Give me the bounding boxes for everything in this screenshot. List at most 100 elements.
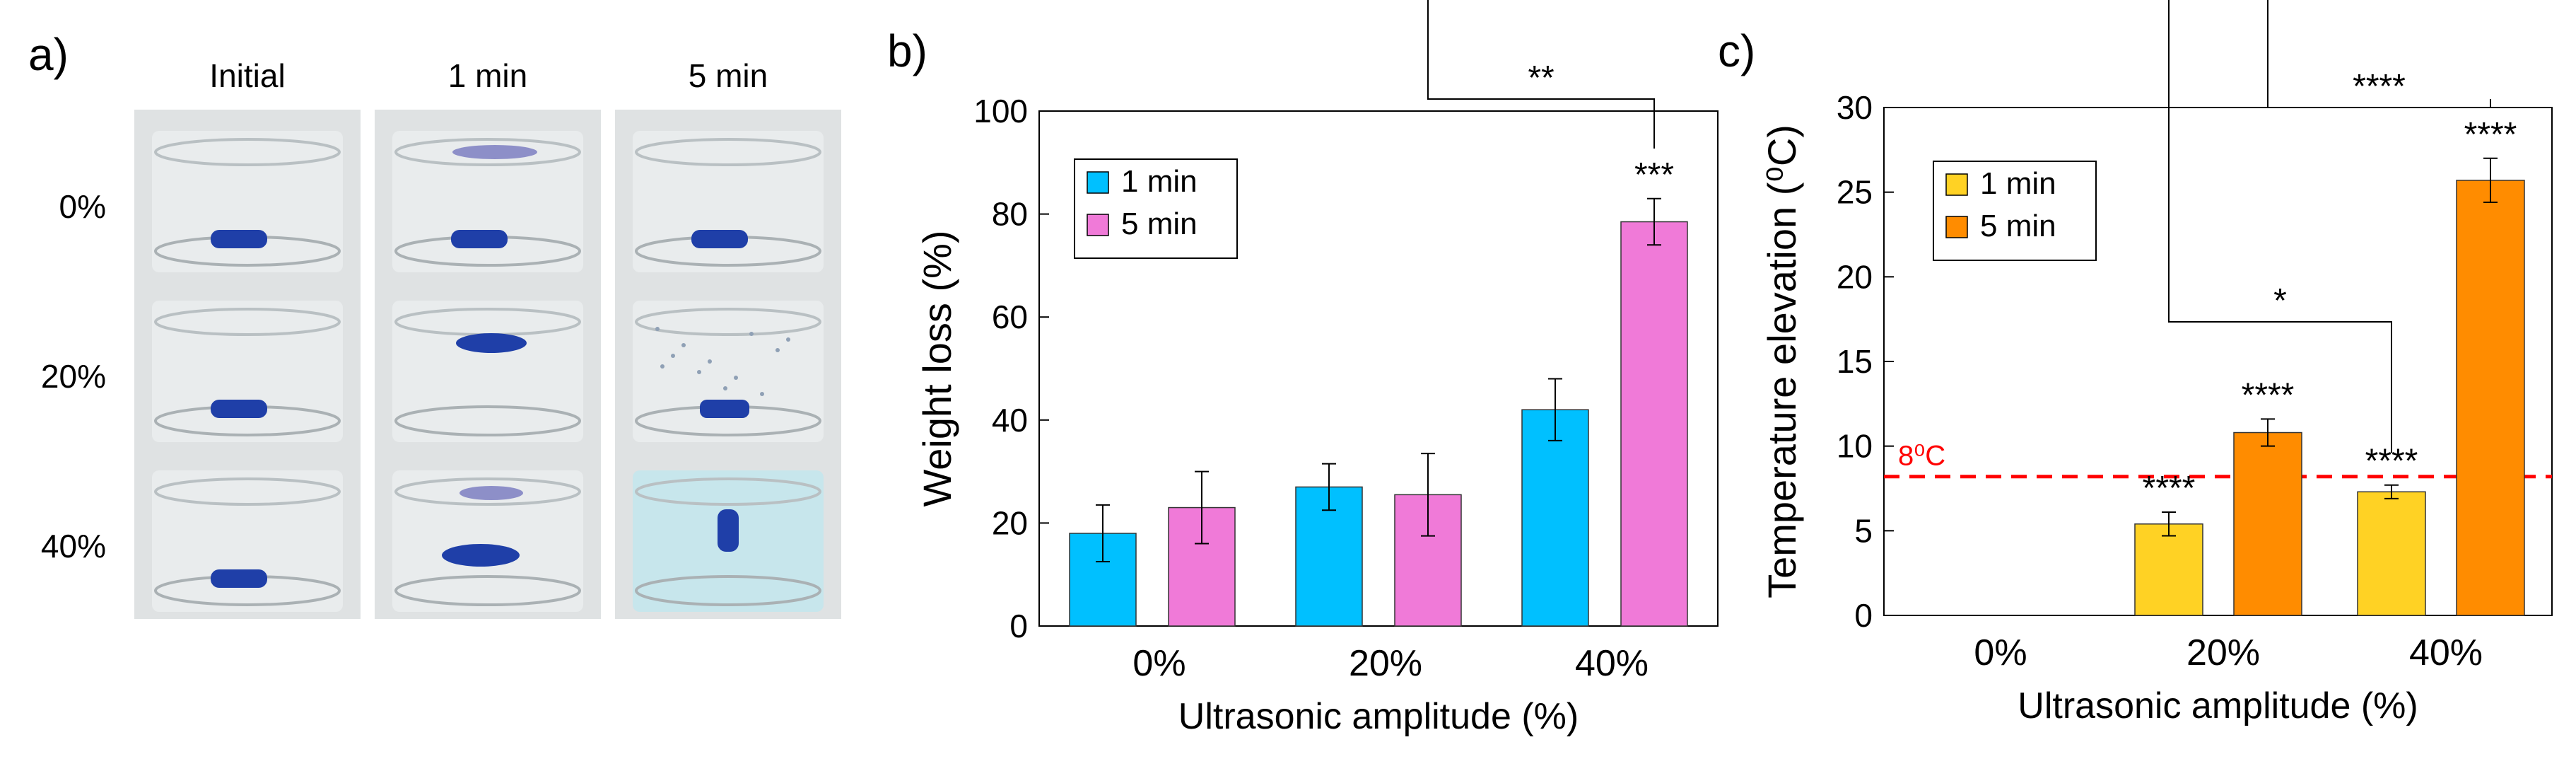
panel-b-letter: b) — [887, 25, 927, 76]
beaker-glass — [633, 301, 824, 442]
y-tick-label: 15 — [1837, 343, 1873, 380]
bubble — [775, 348, 780, 352]
photo-tile — [375, 449, 601, 619]
specimen-reflection — [452, 145, 537, 159]
bar — [1521, 409, 1589, 627]
x-category-label: 20% — [2186, 632, 2260, 673]
y-tick-label: 0 — [1854, 597, 1873, 634]
y-tick-label: 20 — [992, 504, 1028, 541]
specimen-disc — [700, 400, 749, 418]
significance-label: **** — [2464, 116, 2517, 153]
x-axis-title: Ultrasonic amplitude (%) — [1178, 696, 1579, 737]
photo-col-1min: 1 min — [447, 57, 528, 94]
water-surface — [635, 308, 821, 336]
water-surface — [154, 477, 341, 506]
specimen-disc — [718, 509, 739, 552]
beaker-base — [635, 575, 821, 606]
water-surface — [394, 477, 581, 506]
legend-swatch — [1087, 214, 1109, 236]
significance-label: **** — [2242, 376, 2295, 414]
y-tick-label: 20 — [1837, 258, 1873, 295]
bubble — [749, 332, 754, 336]
photo-col-initial: Initial — [209, 57, 286, 94]
bubble — [723, 386, 727, 390]
bubble — [786, 337, 790, 342]
x-axis-title: Ultrasonic amplitude (%) — [2018, 685, 2418, 726]
photo-tile — [375, 110, 601, 279]
specimen-disc — [211, 230, 267, 248]
water-surface — [394, 138, 581, 166]
photo-tile — [375, 279, 601, 449]
specimen-disc — [691, 230, 748, 248]
photo-tile — [134, 110, 361, 279]
y-axis-title: Weight loss (%) — [915, 230, 959, 506]
significance-label: *** — [1634, 156, 1674, 194]
beaker-glass — [152, 470, 343, 612]
x-category-label: 20% — [1349, 643, 1422, 684]
panel-a-letter: a) — [28, 29, 69, 80]
x-category-label: 0% — [1974, 632, 2027, 673]
x-category-label: 0% — [1132, 643, 1185, 684]
beaker-glass — [152, 301, 343, 442]
y-tick-label: 5 — [1854, 512, 1873, 549]
bar — [2134, 523, 2203, 616]
specimen-disc — [451, 230, 508, 248]
legend-label: 5 min — [1121, 207, 1198, 241]
chart-weight-loss: 0 20 40 60 80 100 0% 20% 40% Ultrasonic amplitude… — [915, 0, 1719, 737]
beaker-glass — [152, 131, 343, 272]
significance-bracket — [2168, 0, 2392, 453]
specimen-disc — [211, 569, 267, 588]
specimen-disc — [456, 333, 527, 353]
photo-row-40: 40% — [40, 528, 106, 564]
water-surface — [635, 477, 821, 506]
plot-frame — [1038, 110, 1719, 627]
significance-label: **** — [2143, 470, 2196, 507]
bubble — [681, 343, 686, 347]
y-tick-label: 10 — [1837, 428, 1873, 465]
legend-label: 1 min — [1980, 166, 2056, 201]
bubble — [760, 392, 764, 396]
bubble — [697, 370, 701, 374]
y-tick-label: 80 — [992, 196, 1028, 233]
photo-row-20: 20% — [40, 358, 106, 395]
y-tick-label: 30 — [1837, 89, 1873, 126]
bar — [1620, 221, 1688, 627]
beaker-glass — [392, 131, 583, 272]
y-tick-label: 60 — [992, 299, 1028, 335]
bubble — [734, 376, 738, 380]
significance-label: ** — [1528, 59, 1554, 97]
y-tick-label: 100 — [973, 93, 1028, 129]
specimen-disc — [211, 400, 267, 418]
photo-col-5min: 5 min — [688, 57, 768, 94]
bar — [2357, 491, 2426, 616]
bar — [2233, 431, 2302, 616]
legend-swatch — [1945, 216, 1968, 238]
legend-swatch — [1945, 173, 1968, 196]
water-surface — [635, 138, 821, 166]
x-category-label: 40% — [2409, 632, 2483, 673]
photo-tile — [615, 279, 841, 449]
beaker-glass — [633, 131, 824, 272]
photo-row-0: 0% — [59, 188, 106, 225]
specimen-disc — [442, 544, 520, 567]
beaker-glass — [392, 470, 583, 612]
bar — [2456, 180, 2525, 616]
bubble — [671, 354, 675, 358]
y-tick-label: 25 — [1837, 174, 1873, 211]
photo-tile — [615, 449, 841, 619]
bubble — [660, 364, 665, 369]
water-surface — [154, 138, 341, 166]
significance-label: **** — [2353, 68, 2406, 105]
panel-c-letter: c) — [1718, 25, 1756, 76]
y-axis-title: Temperature elevation (⁰C) — [1760, 124, 1804, 598]
x-category-label: 40% — [1575, 643, 1649, 684]
photo-tile — [134, 449, 361, 619]
bubble — [708, 359, 712, 364]
beaker-glass — [392, 301, 583, 442]
legend-label: 5 min — [1980, 209, 2056, 243]
specimen-reflection — [459, 486, 523, 500]
beaker-base — [394, 575, 581, 606]
photo-tile — [615, 110, 841, 279]
threshold-label: 8⁰C — [1898, 441, 1945, 472]
y-tick-label: 0 — [1009, 608, 1028, 644]
